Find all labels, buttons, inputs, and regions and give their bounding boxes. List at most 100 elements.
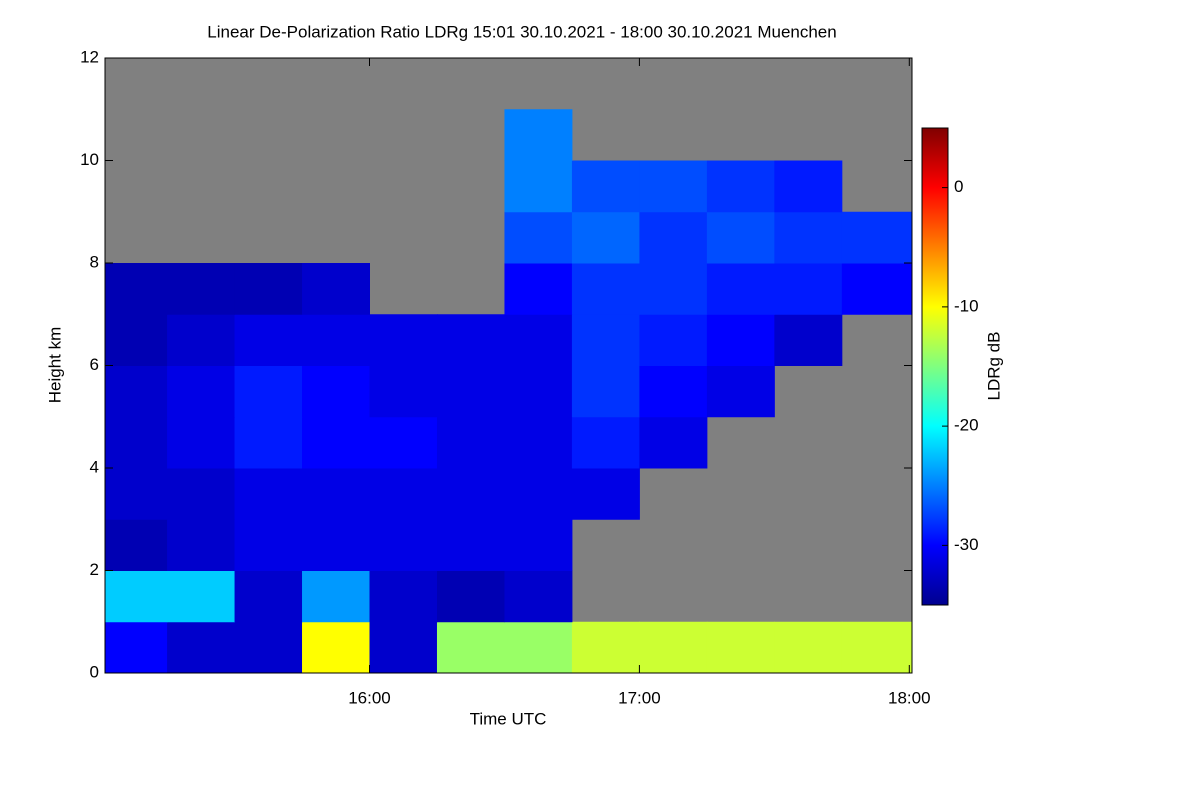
- heatmap-cell: [167, 570, 236, 623]
- heatmap-cell: [234, 570, 303, 623]
- heatmap-cell: [504, 109, 573, 161]
- heatmap-cell: [571, 416, 640, 469]
- x-axis-label: Time UTC: [470, 709, 547, 728]
- heatmap-cell: [436, 570, 505, 623]
- heatmap-cell: [167, 416, 236, 469]
- heatmap-cell: [504, 160, 573, 213]
- heatmap-cell: [639, 314, 708, 366]
- heatmap-cell: [167, 314, 236, 366]
- heatmap-cell: [234, 468, 303, 520]
- heatmap-cell: [504, 365, 573, 418]
- heatmap-cell: [504, 263, 573, 315]
- heatmap-cell: [571, 365, 640, 418]
- heatmap-cell: [105, 416, 168, 469]
- heatmap-cell: [571, 468, 640, 520]
- y-tick-label: 10: [80, 150, 99, 169]
- heatmap-cell: [302, 621, 371, 674]
- y-tick-label: 6: [90, 355, 99, 374]
- heatmap-cell: [234, 263, 303, 315]
- heatmap-cell: [504, 570, 573, 623]
- heatmap-cell: [167, 519, 236, 571]
- heatmap-cell: [706, 211, 775, 264]
- heatmap-cell: [234, 519, 303, 571]
- x-tick-label: 16:00: [348, 688, 391, 707]
- heatmap-cell: [302, 416, 371, 469]
- heatmap-cell: [774, 314, 843, 366]
- y-tick-label: 8: [90, 252, 99, 271]
- heatmap-cell: [302, 263, 371, 315]
- heatmap-cell: [105, 468, 168, 520]
- heatmap-cell: [302, 314, 371, 366]
- heatmap-cell: [105, 365, 168, 418]
- heatmap-cell: [105, 519, 168, 571]
- colorbar-tick-label: 0: [954, 177, 963, 196]
- heatmap-cell: [774, 160, 843, 213]
- heatmap-cell: [105, 621, 168, 674]
- heatmap-cell: [302, 570, 371, 623]
- heatmap-cell: [706, 621, 775, 674]
- y-tick-label: 2: [90, 560, 99, 579]
- heatmap-cell: [571, 211, 640, 264]
- heatmap-cell: [167, 263, 236, 315]
- heatmap-cell: [436, 314, 505, 366]
- heatmap-cell: [504, 314, 573, 366]
- heatmap-cell: [571, 314, 640, 366]
- colorbar-tick-label: -30: [954, 535, 979, 554]
- heatmap-cell: [571, 160, 640, 213]
- heatmap-cell: [369, 416, 438, 469]
- heatmap-cell: [639, 621, 708, 674]
- y-axis-label: Height km: [45, 327, 64, 404]
- heatmap-cell: [774, 621, 843, 674]
- heatmap-cell: [706, 160, 775, 213]
- heatmap-cell: [841, 621, 913, 674]
- heatmap-cell: [105, 263, 168, 315]
- heatmap-cell: [234, 416, 303, 469]
- heatmap-cell: [436, 519, 505, 571]
- heatmap-cell: [105, 570, 168, 623]
- colorbar-tick-label: -20: [954, 416, 979, 435]
- heatmap-cell: [706, 365, 775, 418]
- heatmap-cell: [436, 621, 505, 674]
- heatmap-cell: [639, 365, 708, 418]
- heatmap-cell: [706, 314, 775, 366]
- heatmap-cell: [639, 160, 708, 213]
- heatmap-cell: [436, 365, 505, 418]
- heatmap-cell: [234, 365, 303, 418]
- heatmap-cell: [504, 621, 573, 674]
- heatmap-cell: [369, 468, 438, 520]
- y-tick-label: 4: [90, 457, 99, 476]
- heatmap-cell: [639, 416, 708, 469]
- heatmap-cell: [571, 621, 640, 674]
- colorbar-tick-label: -10: [954, 296, 979, 315]
- y-tick-label: 12: [80, 47, 99, 66]
- heatmap-cell: [706, 263, 775, 315]
- heatmap-cell: [436, 468, 505, 520]
- heatmap-cell: [841, 211, 913, 264]
- x-tick-label: 17:00: [618, 688, 661, 707]
- heatmap-cell: [774, 263, 843, 315]
- heatmap-cell: [105, 314, 168, 366]
- heatmap-cell: [504, 468, 573, 520]
- heatmap-cell: [504, 416, 573, 469]
- heatmap-cell: [369, 570, 438, 623]
- heatmap-cell: [774, 211, 843, 264]
- heatmap-cell: [167, 365, 236, 418]
- heatmap-cell: [302, 519, 371, 571]
- heatmap-cell: [167, 621, 236, 674]
- heatmap-cell: [369, 314, 438, 366]
- heatmap-cell: [167, 468, 236, 520]
- chart-title: Linear De-Polarization Ratio LDRg 15:01 …: [207, 22, 836, 41]
- heatmap-cell: [234, 314, 303, 366]
- y-tick-label: 0: [90, 662, 99, 681]
- heatmap-cell: [436, 416, 505, 469]
- heatmap-cell: [504, 519, 573, 571]
- heatmap-cell: [369, 519, 438, 571]
- heatmap-cell: [571, 263, 640, 315]
- heatmap-cell: [302, 468, 371, 520]
- heatmap-cell: [504, 211, 573, 264]
- x-tick-label: 18:00: [888, 688, 931, 707]
- colorbar: [921, 127, 949, 606]
- colorbar-label: LDRg dB: [984, 332, 1003, 401]
- heatmap-cell: [369, 365, 438, 418]
